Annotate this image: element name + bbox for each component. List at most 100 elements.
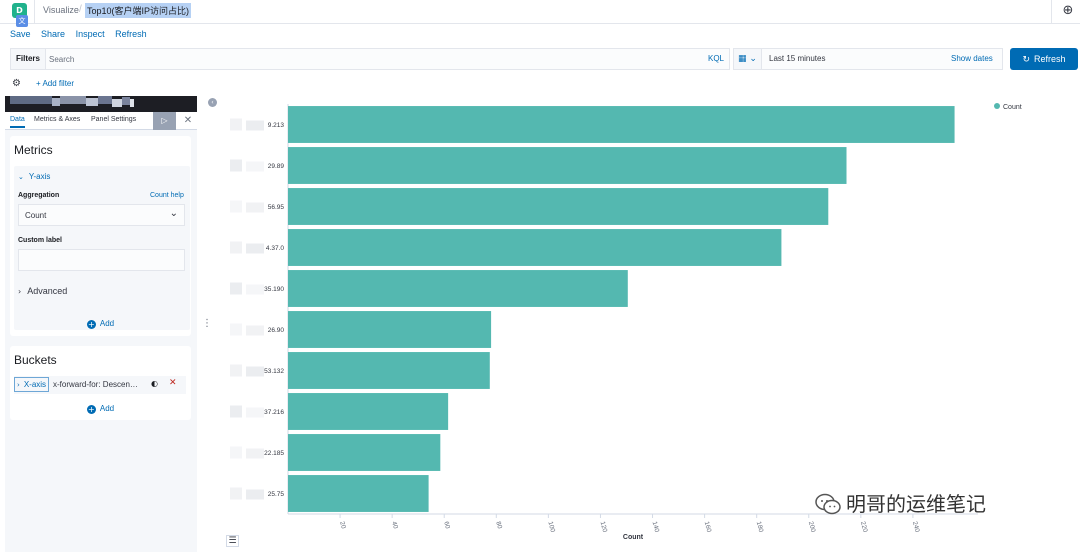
header-divider (1051, 0, 1052, 24)
gear-icon[interactable]: ⚙ (12, 78, 21, 89)
yaxis-accordion: ⌄ Y-axis Aggregation Count help Count ⌄ C… (14, 166, 190, 330)
discard-icon[interactable]: ✕ (183, 115, 193, 126)
chart-bar[interactable] (288, 270, 628, 307)
refresh-menu-button[interactable]: Refresh (115, 29, 147, 39)
breadcrumb-divider (34, 0, 35, 24)
chart-bar[interactable] (288, 147, 847, 184)
collapse-sidebar-icon[interactable]: ‹ (208, 98, 217, 107)
refresh-button[interactable]: ↻ Refresh (1010, 48, 1078, 70)
calendar-icon[interactable]: ▦ ⌄ (734, 49, 762, 69)
redacted-label-block (246, 243, 264, 254)
chart-bar[interactable] (288, 352, 490, 389)
redacted-label-block (246, 284, 264, 295)
custom-label-label: Custom label (18, 237, 62, 244)
breadcrumb-visualize[interactable]: Visualize (43, 5, 79, 15)
redacted-label-block (246, 448, 264, 459)
aggregation-select[interactable]: Count ⌄ (18, 204, 185, 226)
redacted-label-block (230, 200, 242, 213)
wechat-icon (815, 493, 841, 515)
add-metric-label: Add (99, 319, 115, 328)
add-bucket-label: Add (99, 404, 115, 413)
bucket-description: x-forward-for: Descen… (53, 380, 138, 389)
chart-bar[interactable] (288, 106, 955, 143)
redacted-label-block (230, 323, 242, 336)
bucket-xaxis-label: X-axis (23, 380, 47, 389)
share-button[interactable]: Share (41, 29, 66, 39)
chevron-right-icon: › (18, 287, 22, 296)
toggle-icon[interactable]: ◐ (151, 379, 158, 388)
aggregation-value: Count (25, 211, 47, 220)
refresh-icon: ↻ (1022, 55, 1031, 65)
add-bucket-button[interactable]: + Add (10, 404, 191, 414)
space-avatar[interactable]: D (12, 3, 27, 18)
category-tick-label: 53.132 (264, 368, 284, 375)
x-tick-label: 20 (338, 521, 347, 530)
aggregation-label: Aggregation (18, 192, 60, 199)
tab-panel-settings[interactable]: Panel Settings (91, 116, 137, 123)
category-tick-label: 26.90 (268, 327, 285, 334)
category-tick-label: 37.216 (264, 409, 284, 416)
redacted-label-block (230, 241, 242, 254)
redacted-label-block (246, 202, 264, 213)
chart-bar[interactable] (288, 434, 441, 471)
redacted-label-block (246, 120, 264, 131)
chart-bar[interactable] (288, 229, 782, 266)
save-button[interactable]: Save (10, 29, 31, 39)
yaxis-toggle[interactable]: ⌄ Y-axis (18, 172, 50, 181)
advanced-toggle[interactable]: › Advanced (18, 286, 67, 296)
x-tick-label: 240 (911, 521, 921, 534)
category-tick-label: 29.89 (268, 163, 285, 170)
redacted-label-block (230, 159, 242, 172)
custom-label-input[interactable] (18, 249, 185, 271)
buckets-panel: Buckets › X-axis x-forward-for: Descen… ◐… (10, 346, 191, 420)
bucket-toggle[interactable]: › X-axis (14, 377, 50, 392)
apply-changes-button[interactable]: ▷ (153, 112, 176, 130)
resize-handle-icon[interactable]: ⋮ (202, 318, 212, 329)
redacted-label-block (246, 489, 264, 500)
chart-bar[interactable] (288, 475, 429, 512)
metrics-panel: Metrics ⌄ Y-axis Aggregation Count help C… (10, 136, 191, 336)
chart-legend: Count (994, 103, 1022, 111)
add-metric-button[interactable]: + Add (10, 319, 191, 329)
top-menu: Save Share Inspect Refresh (10, 29, 155, 39)
chevron-down-icon: ⌄ (169, 208, 178, 219)
tab-metrics-axes[interactable]: Metrics & Axes (34, 116, 81, 123)
filters-label: Filters (11, 49, 46, 69)
translate-icon[interactable]: 文 (16, 15, 28, 27)
category-tick-label: 56.95 (268, 204, 285, 211)
chart-bar[interactable] (288, 188, 829, 225)
kql-toggle[interactable]: KQL (708, 54, 725, 63)
bucket-xaxis: › X-axis x-forward-for: Descen… ◐ ✕ (14, 376, 186, 394)
remove-icon[interactable]: ✕ (169, 378, 177, 388)
top-nav-bar: D 文 Visualize / Top10(客户端IP访问占比) ⊕ (0, 0, 1080, 27)
plus-icon: + (86, 320, 96, 329)
x-tick-label: 160 (703, 521, 713, 534)
count-help-link[interactable]: Count help (150, 192, 184, 199)
breadcrumb-current: Top10(客户端IP访问占比) (85, 3, 192, 18)
chart-bar[interactable] (288, 311, 492, 348)
x-tick-label: 200 (807, 521, 817, 534)
chevron-right-icon: › (17, 381, 20, 389)
tab-data[interactable]: Data (10, 116, 25, 128)
chart-bar[interactable] (288, 393, 449, 430)
redacted-label-block (230, 487, 242, 500)
x-axis-title: Count (623, 534, 644, 541)
search-input[interactable] (49, 51, 649, 67)
category-tick-label: 25.75 (268, 491, 285, 498)
advanced-label: Advanced (27, 286, 68, 296)
inspect-button[interactable]: Inspect (75, 29, 105, 39)
time-range[interactable]: Last 15 minutes (769, 54, 826, 63)
category-tick-label: 4.37.0 (266, 245, 284, 252)
legend-toggle-icon[interactable]: ☰ (226, 535, 239, 547)
x-tick-label: 100 (546, 521, 556, 534)
legend-color-icon (994, 103, 1000, 109)
legend-count-label[interactable]: Count (1003, 104, 1022, 111)
buckets-title: Buckets (14, 353, 57, 367)
x-tick-label: 80 (494, 521, 503, 530)
editor-sidebar: Data Metrics & Axes Panel Settings ▷ ✕ M… (5, 96, 197, 552)
show-dates-link[interactable]: Show dates (951, 54, 993, 63)
redacted-label-block (246, 325, 264, 336)
x-tick-label: 140 (651, 521, 661, 534)
add-filter-button[interactable]: + Add filter (36, 79, 75, 88)
help-icon[interactable]: ⊕ (1062, 3, 1074, 18)
